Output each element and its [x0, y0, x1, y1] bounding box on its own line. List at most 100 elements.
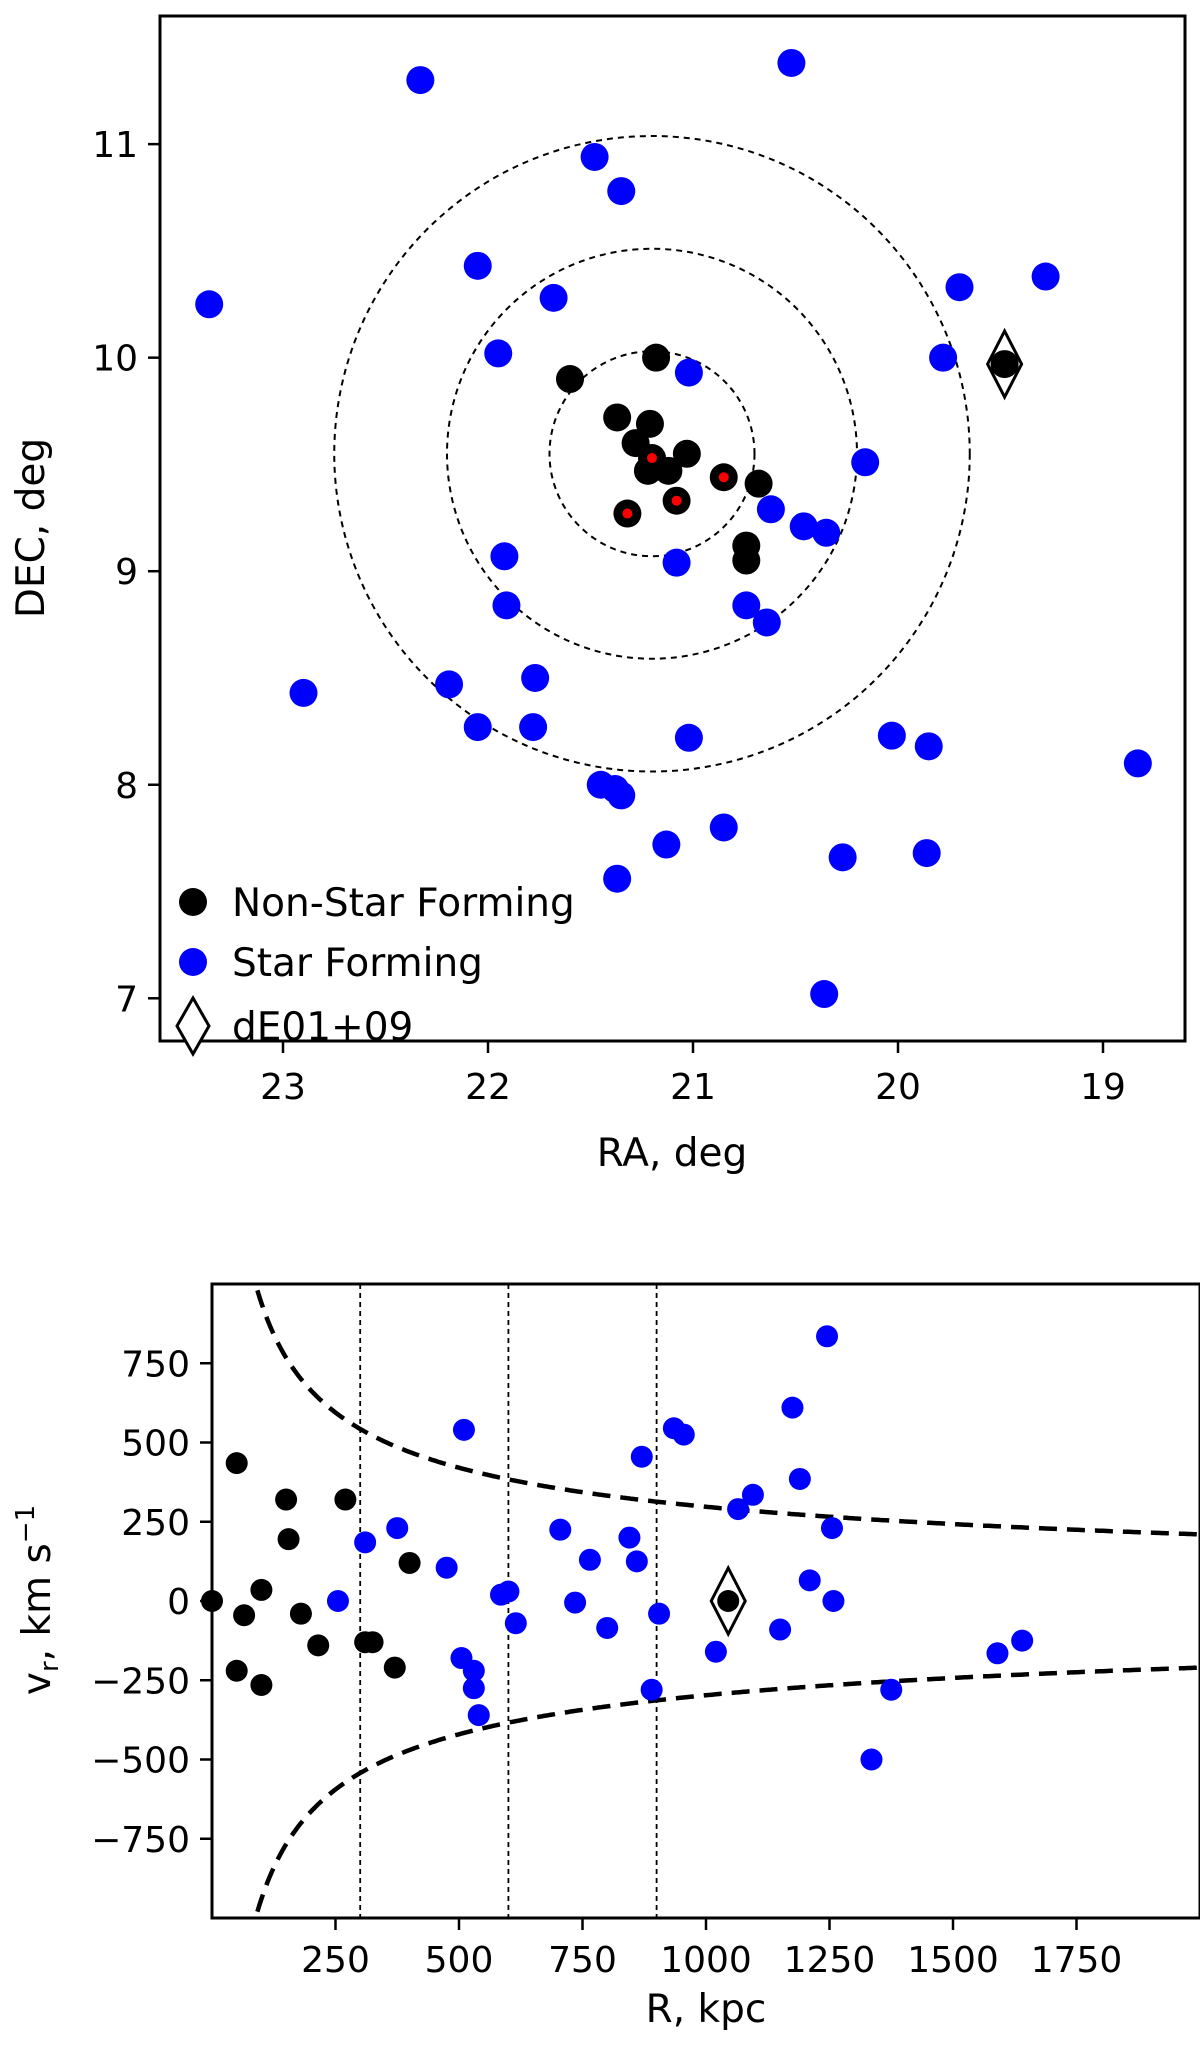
- velocity-y-axis-label: vr, km s−1: [11, 1505, 65, 1695]
- velocity-y-tick-label: 500: [121, 1424, 190, 1465]
- star-forming-point: [877, 721, 906, 750]
- star-forming-point: [810, 980, 839, 1009]
- sky-position-chart: 23 22 21 20 19 7 8 9 10 11 RA, deg DEC, deg Non-…: [9, 14, 1187, 1176]
- velocity-y-tick-label: −250: [91, 1661, 190, 1702]
- velocity-distance-chart: 250 500 750 1000 1250 1500 1750 −750 −500 −250 0 2…: [11, 1282, 1200, 2032]
- non-star-forming-point: [633, 456, 662, 485]
- non-star-forming-point: [289, 1602, 312, 1625]
- legend-marker-de0109-diamond: [175, 994, 211, 1058]
- star-forming-point: [640, 1678, 663, 1701]
- velocity-x-tick-label: 1750: [1031, 1940, 1123, 1981]
- star-forming-point: [674, 723, 703, 752]
- velocity-x-tick-label: 1500: [907, 1940, 999, 1981]
- non-star-forming-point: [635, 409, 664, 438]
- star-forming-point: [732, 591, 761, 620]
- non-star-forming-point: [250, 1674, 273, 1697]
- star-forming-point: [578, 1548, 601, 1571]
- star-forming-point: [709, 813, 738, 842]
- sky-data-points: [195, 48, 1152, 1009]
- star-forming-point: [860, 1748, 883, 1771]
- escape-velocity-curve-lower: [255, 1665, 1200, 1913]
- legend-label-de0109: dE01+09: [232, 1005, 413, 1050]
- non-star-forming-point: [225, 1452, 248, 1475]
- star-forming-point: [607, 781, 636, 810]
- star-forming-point: [945, 273, 974, 302]
- distance-circle-3: [333, 135, 971, 773]
- non-star-forming-point: [307, 1634, 330, 1657]
- star-forming-point: [490, 542, 519, 571]
- velocity-y-tick-label: 250: [121, 1503, 190, 1544]
- non-star-forming-point: [250, 1578, 273, 1601]
- star-forming-point: [603, 864, 632, 893]
- sky-y-tick-label: 9: [115, 552, 138, 593]
- star-forming-point: [752, 608, 781, 637]
- velocity-y-tick-label: 0: [167, 1582, 190, 1623]
- star-forming-point: [816, 1325, 839, 1348]
- sky-x-tick-label: 23: [260, 1067, 306, 1108]
- star-forming-point: [769, 1618, 792, 1641]
- velocity-y-label-v: v: [15, 1672, 60, 1695]
- non-star-forming-point: [556, 365, 584, 394]
- star-forming-point: [539, 283, 568, 312]
- star-forming-point: [618, 1526, 641, 1549]
- sky-y-tick-label: 8: [115, 766, 138, 807]
- star-forming-point: [914, 732, 943, 761]
- sky-x-axis-label: RA, deg: [597, 1131, 748, 1176]
- star-forming-point: [851, 448, 880, 477]
- star-forming-point: [625, 1550, 648, 1573]
- highlight-dot: [622, 508, 633, 519]
- legend-label-non-star-forming: Non-Star Forming: [232, 881, 575, 926]
- non-star-forming-point: [654, 456, 683, 485]
- star-forming-point: [549, 1518, 572, 1541]
- velocity-y-tick-label: −500: [91, 1741, 190, 1782]
- de0109-point: [717, 1590, 740, 1612]
- star-forming-point: [798, 1569, 821, 1592]
- velocity-x-tick-label: 1000: [660, 1940, 752, 1981]
- star-forming-point: [406, 66, 435, 95]
- star-forming-point: [452, 1418, 475, 1441]
- star-forming-point: [386, 1517, 409, 1540]
- star-forming-point: [822, 1590, 845, 1612]
- non-star-forming-point: [672, 439, 701, 468]
- non-star-forming-point: [277, 1528, 300, 1551]
- velocity-y-tick-label: 750: [121, 1344, 190, 1385]
- highlight-dot: [647, 453, 657, 464]
- star-forming-point: [504, 1612, 527, 1635]
- velocity-x-tick-label: 750: [548, 1940, 617, 1981]
- star-forming-point: [484, 339, 513, 368]
- star-forming-point: [820, 1517, 843, 1540]
- de0109-diamond-marker: [709, 1564, 747, 1638]
- star-forming-point: [596, 1616, 619, 1639]
- sky-y-tick-label: 10: [92, 339, 138, 380]
- sky-x-axis: 23 22 21 20 19: [260, 1041, 1126, 1108]
- star-forming-point: [463, 251, 492, 280]
- non-star-forming-point: [732, 546, 761, 575]
- star-forming-point: [630, 1445, 653, 1468]
- star-forming-point: [741, 1483, 764, 1506]
- star-forming-point: [986, 1642, 1009, 1665]
- non-star-forming-point: [361, 1631, 384, 1654]
- legend-label-star-forming: Star Forming: [232, 941, 483, 986]
- de0109-point: [990, 350, 1019, 379]
- star-forming-point: [435, 1556, 458, 1579]
- star-forming-point: [781, 1396, 804, 1419]
- sky-x-tick-label: 22: [465, 1067, 511, 1108]
- star-forming-point: [1123, 749, 1152, 778]
- star-forming-point: [756, 495, 785, 524]
- star-forming-point: [564, 1591, 587, 1614]
- non-star-forming-point: [225, 1659, 248, 1682]
- star-forming-point: [672, 1423, 695, 1446]
- legend-marker-non-star-forming: [179, 888, 207, 916]
- sky-x-tick-label: 21: [670, 1067, 716, 1108]
- star-forming-point: [289, 678, 318, 707]
- star-forming-point: [462, 1659, 485, 1682]
- star-forming-point: [195, 290, 224, 319]
- velocity-y-label-units: , km s: [15, 1543, 60, 1661]
- star-forming-point: [1031, 262, 1060, 291]
- star-forming-point: [652, 830, 681, 859]
- highlight-dot: [671, 495, 682, 506]
- star-forming-point: [648, 1602, 671, 1625]
- distance-circle-1: [548, 350, 756, 558]
- star-forming-point: [435, 670, 464, 699]
